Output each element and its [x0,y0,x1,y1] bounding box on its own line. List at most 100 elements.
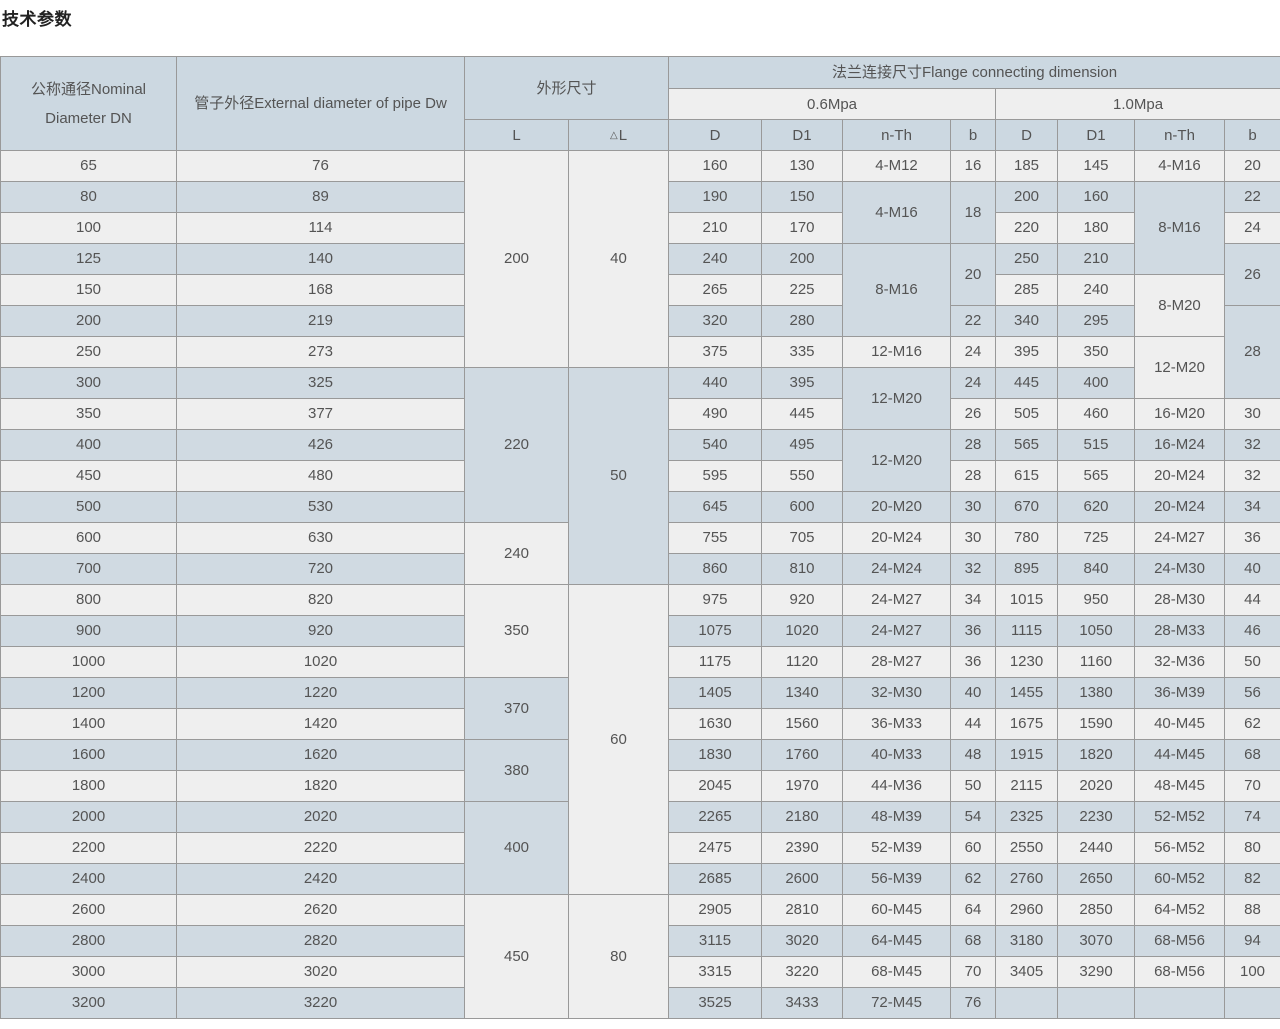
table-cell: 48-M39 [842,801,952,833]
table-cell: 480 [176,460,465,492]
table-cell: 100 [0,212,177,244]
table-body: 65 76 200 40 160 130 4-M12 16 185 145 4-M16 20 80 89 1… [0,150,1280,1019]
table-cell: 2600 [761,863,844,895]
table-cell: 70 [1224,770,1280,802]
table-cell: 295 [1057,305,1136,337]
table-cell: 400 [1057,367,1136,399]
table-row: 800 820 350 60 975 920 24-M27 34 1015 950 28-M30 44 [0,584,1280,895]
table-cell: 8-M16 [842,243,952,337]
table-cell: 40-M33 [842,739,952,771]
table-cell: 40 [1224,553,1280,585]
table-row: 80 89 190 150 4-M16 18 200 160 8-M16 22 [0,181,1280,275]
table-cell: 24-M24 [842,553,952,585]
table-cell: 210 [668,212,763,244]
table-cell: 68 [950,925,997,957]
header-b-06: b [950,119,997,151]
table-cell: 2115 [995,770,1059,802]
table-cell: 130 [761,150,844,182]
table-cell: 80 [567,894,670,1019]
table-cell: 495 [761,429,844,461]
table-cell: 450 [0,460,177,492]
table-cell: 1220 [176,677,465,709]
table-cell: 285 [995,274,1059,306]
table-cell: 3433 [761,987,844,1019]
table-cell: 60-M45 [842,894,952,926]
table-cell: 145 [1057,150,1136,182]
table-cell: 200 [464,150,569,368]
table-cell: 12-M16 [842,336,952,368]
table-cell: 3525 [668,987,763,1019]
table-cell: 860 [668,553,763,585]
table-cell: 505 [995,398,1059,430]
table-cell: 24 [950,367,997,399]
header-d1-10: D1 [1057,119,1136,151]
table-cell: 88 [1224,894,1280,926]
table-cell: 60 [950,832,997,864]
table-row: 1800 1820 2045 1970 44-M36 50 2115 2020 48-M45 70 [0,770,1280,802]
table-cell: 100 [1224,956,1280,988]
table-row: 2600 2620 450 80 2905 2810 60-M45 64 2960 2850 64-… [0,894,1280,1019]
table-cell: 705 [761,522,844,554]
table-cell: 26 [1224,243,1280,306]
table-cell: 32 [1224,460,1280,492]
table-cell: 725 [1057,522,1136,554]
table-cell: 24-M27 [842,584,952,616]
table-cell: 3405 [995,956,1059,988]
table-cell: 426 [176,429,465,461]
table-cell: 72-M45 [842,987,952,1019]
table-cell: 160 [1057,181,1136,213]
table-cell: 2760 [995,863,1059,895]
table-cell: 44-M36 [842,770,952,802]
table-cell: 30 [950,522,997,554]
table-cell: 645 [668,491,763,523]
table-cell: 40 [950,677,997,709]
header-row-columns: L △L D D1 n-Th b D D1 n-Th b [1,119,1280,151]
table-cell: 68-M56 [1134,956,1226,988]
table-cell: 16-M20 [1134,398,1226,430]
table-cell: 250 [0,336,177,368]
table-cell: 975 [668,584,763,616]
table-cell: 28 [950,429,997,461]
table-cell: 1115 [995,615,1059,647]
table-cell: 515 [1057,429,1136,461]
table-cell: 1590 [1057,708,1136,740]
header-nth-10: n-Th [1134,119,1226,151]
table-cell: 150 [761,181,844,213]
table-cell: 50 [1224,646,1280,678]
table-cell: 32-M30 [842,677,952,709]
table-cell: 125 [0,243,177,275]
table-cell [1224,987,1280,1019]
table-cell: 64 [950,894,997,926]
table-cell: 1020 [176,646,465,678]
table-cell: 600 [761,491,844,523]
table-cell: 50 [950,770,997,802]
table-cell: 26 [950,398,997,430]
table-cell: 1820 [176,770,465,802]
table-cell: 180 [1057,212,1136,244]
table-cell: 56-M39 [842,863,952,895]
table-cell: 48-M45 [1134,770,1226,802]
table-cell: 20-M24 [1134,460,1226,492]
table-cell: 350 [1057,336,1136,368]
table-cell: 140 [176,243,465,275]
table-cell: 18 [950,181,997,244]
table-cell: 40 [567,150,670,368]
table-cell: 20 [950,243,997,306]
table-cell: 210 [1057,243,1136,275]
table-cell: 44 [950,708,997,740]
table-cell: 900 [0,615,177,647]
table-cell: 16-M24 [1134,429,1226,461]
table-cell: 800 [0,584,177,616]
table-cell: 8-M16 [1134,181,1226,275]
table-cell: 3020 [176,956,465,988]
table-cell: 62 [1224,708,1280,740]
table-row: 1600 1620 380 1830 1760 40-M33 48 1915 1820 44-M4… [0,739,1280,802]
table-cell [1134,987,1226,1019]
table-cell: 335 [761,336,844,368]
table-cell: 2420 [176,863,465,895]
table-cell: 375 [668,336,763,368]
table-cell: 24 [1224,212,1280,244]
table-cell: 620 [1057,491,1136,523]
table-cell: 3180 [995,925,1059,957]
table-cell: 1420 [176,708,465,740]
